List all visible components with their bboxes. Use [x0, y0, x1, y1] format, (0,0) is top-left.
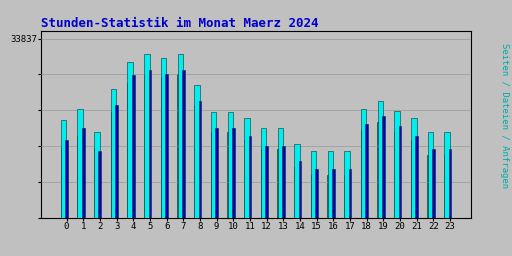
- Bar: [111, 89, 116, 256]
- Bar: [282, 146, 285, 256]
- Bar: [428, 132, 433, 256]
- Bar: [394, 132, 396, 256]
- Bar: [366, 124, 368, 256]
- Bar: [161, 78, 163, 256]
- Bar: [394, 111, 400, 256]
- Bar: [148, 70, 151, 256]
- Bar: [215, 128, 218, 256]
- Bar: [244, 140, 246, 256]
- Bar: [144, 76, 146, 256]
- Bar: [411, 118, 416, 256]
- Bar: [211, 112, 217, 256]
- Bar: [449, 150, 452, 256]
- Bar: [332, 169, 335, 256]
- Bar: [210, 132, 212, 256]
- Bar: [261, 150, 263, 256]
- Bar: [144, 54, 150, 256]
- Bar: [444, 132, 450, 256]
- Bar: [265, 146, 268, 256]
- Bar: [65, 140, 68, 256]
- Bar: [377, 122, 379, 256]
- Bar: [261, 128, 266, 256]
- Bar: [178, 54, 183, 256]
- Bar: [161, 58, 166, 256]
- Bar: [399, 126, 401, 256]
- Text: Seiten / Dateien / Anfragen: Seiten / Dateien / Anfragen: [500, 43, 509, 188]
- Bar: [94, 132, 100, 256]
- Bar: [227, 132, 229, 256]
- Bar: [249, 136, 251, 256]
- Bar: [278, 128, 283, 256]
- Bar: [111, 112, 113, 256]
- Bar: [98, 151, 101, 256]
- Bar: [432, 150, 435, 256]
- Bar: [428, 155, 430, 256]
- Bar: [298, 161, 302, 256]
- Bar: [115, 105, 118, 256]
- Bar: [227, 112, 233, 256]
- Bar: [344, 175, 346, 256]
- Bar: [278, 150, 280, 256]
- Bar: [344, 151, 350, 256]
- Bar: [194, 85, 200, 256]
- Bar: [244, 118, 250, 256]
- Bar: [127, 83, 129, 256]
- Bar: [294, 167, 296, 256]
- Bar: [361, 130, 362, 256]
- Bar: [232, 128, 234, 256]
- Bar: [415, 136, 418, 256]
- Bar: [177, 73, 179, 256]
- Bar: [132, 76, 135, 256]
- Bar: [294, 144, 300, 256]
- Bar: [77, 136, 79, 256]
- Bar: [182, 70, 185, 256]
- Bar: [77, 109, 83, 256]
- Bar: [199, 101, 201, 256]
- Bar: [311, 151, 316, 256]
- Bar: [444, 155, 446, 256]
- Text: Stunden-Statistik im Monat Maerz 2024: Stunden-Statistik im Monat Maerz 2024: [41, 17, 318, 29]
- Bar: [82, 128, 84, 256]
- Bar: [378, 101, 383, 256]
- Bar: [328, 151, 333, 256]
- Bar: [349, 169, 351, 256]
- Bar: [94, 147, 96, 256]
- Bar: [194, 105, 196, 256]
- Bar: [327, 175, 329, 256]
- Bar: [311, 175, 313, 256]
- Bar: [60, 147, 62, 256]
- Bar: [315, 169, 318, 256]
- Bar: [61, 120, 66, 256]
- Bar: [411, 140, 413, 256]
- Bar: [165, 73, 168, 256]
- Bar: [127, 62, 133, 256]
- Bar: [382, 116, 385, 256]
- Bar: [361, 109, 367, 256]
